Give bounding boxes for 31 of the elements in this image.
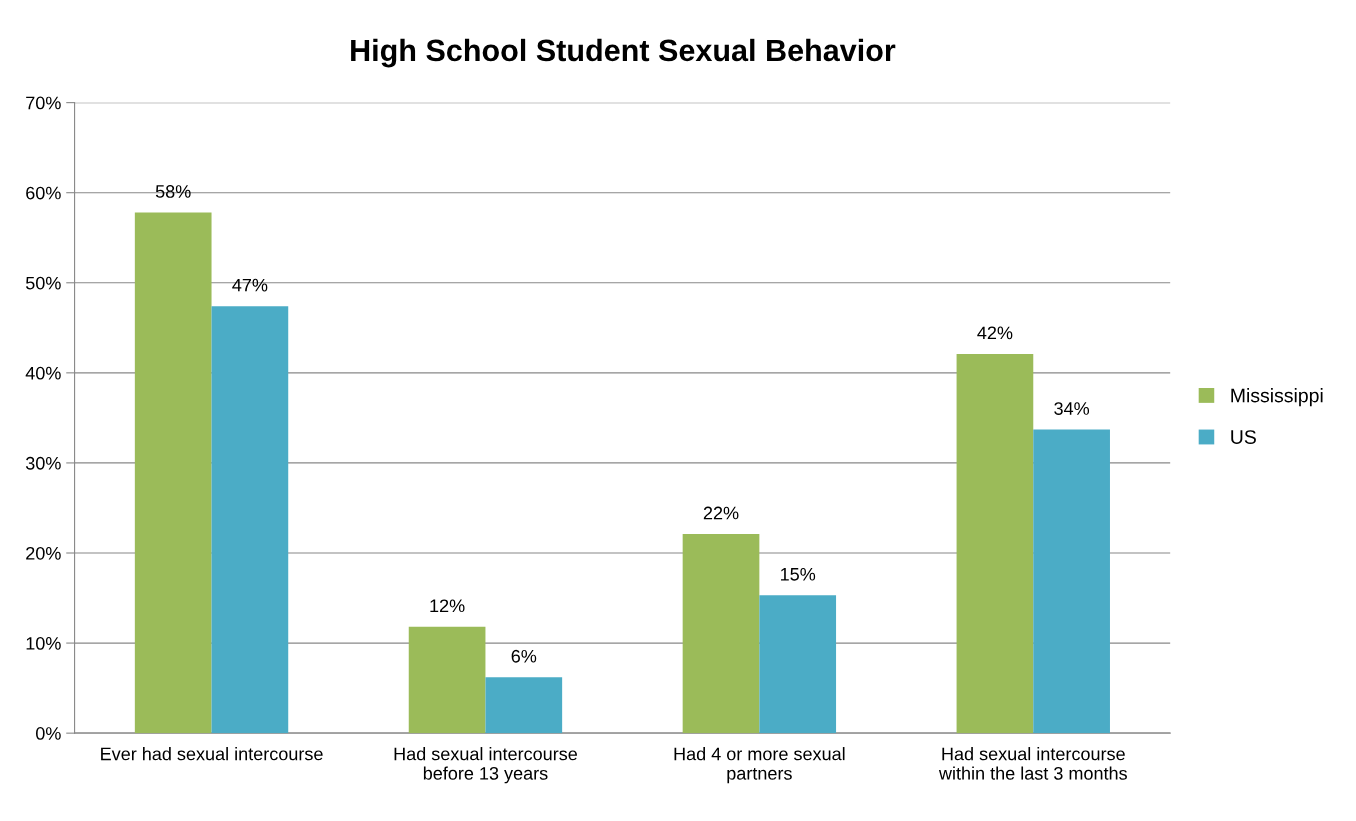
- data-label: 58%: [155, 185, 191, 198]
- bar: [408, 626, 486, 734]
- data-label: 12%: [430, 599, 465, 613]
- y-tick-label: 60%: [26, 186, 61, 200]
- bar: [1033, 429, 1110, 734]
- y-tick-label: 30%: [25, 456, 61, 470]
- y-tick-label: 70%: [26, 96, 61, 110]
- y-tick-label: 0%: [35, 727, 61, 740]
- data-label: 6%: [511, 649, 537, 663]
- chart-title: High School Student Sexual Behavior: [351, 38, 896, 68]
- y-tick-label: 20%: [26, 546, 61, 560]
- bar: [134, 212, 212, 734]
- x-tick-label: Ever had sexual intercourse: [101, 747, 323, 761]
- bar: [682, 534, 760, 734]
- bar: [956, 353, 1034, 734]
- x-tick-label: Had sexual intercourse before 13 years: [394, 747, 577, 784]
- legend-label: US: [1231, 430, 1256, 444]
- y-tick-label: 10%: [26, 637, 61, 650]
- bar: [759, 595, 837, 734]
- data-label: 42%: [977, 326, 1013, 340]
- y-tick-label: 40%: [25, 366, 61, 380]
- bar: [211, 306, 289, 734]
- bar: [485, 677, 563, 734]
- x-tick-label: Had 4 or more sexual partners: [674, 747, 845, 784]
- x-tick-label: Had sexual intercourse within the last 3 months: [938, 747, 1127, 780]
- legend-label: Mississippi: [1231, 388, 1323, 407]
- data-label: 22%: [703, 506, 739, 520]
- data-label: 15%: [781, 567, 816, 581]
- data-label: 47%: [232, 278, 268, 292]
- data-label: 34%: [1054, 402, 1090, 415]
- y-tick-label: 50%: [25, 276, 61, 290]
